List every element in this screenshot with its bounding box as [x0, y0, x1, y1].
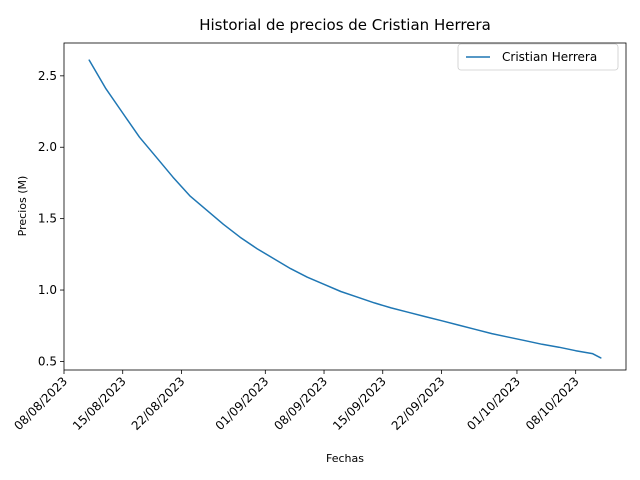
plot-area: [88, 59, 602, 359]
x-tick-label: 01/09/2023: [213, 374, 272, 433]
y-tick-label: 2.0: [38, 140, 57, 154]
x-tick-label: 01/10/2023: [464, 374, 523, 433]
x-axis-label: Fechas: [326, 452, 364, 465]
x-tick-label: 15/09/2023: [330, 374, 389, 433]
chart-title: Historial de precios de Cristian Herrera: [199, 16, 491, 34]
x-tick-label: 08/09/2023: [271, 374, 330, 433]
y-tick-label: 1.5: [38, 212, 57, 226]
y-tick-label: 2.5: [38, 69, 57, 83]
x-tick-label: 22/09/2023: [389, 374, 448, 433]
y-tick-label: 0.5: [38, 354, 57, 368]
legend-entry-label: Cristian Herrera: [502, 50, 597, 64]
y-axis: 0.5 1.0 1.5 2.0 2.5: [38, 69, 64, 368]
x-tick-label: 22/08/2023: [129, 374, 188, 433]
y-axis-label: Precios (M): [16, 176, 29, 237]
axes-frame: [63, 42, 627, 371]
series-line-cristian-herrera: [88, 59, 602, 359]
legend-box: [457, 43, 619, 71]
y-tick-label: 1.0: [38, 283, 57, 297]
legend: Cristian Herrera: [457, 43, 619, 71]
x-tick-label: 08/08/2023: [11, 374, 70, 433]
x-tick-label: 08/10/2023: [523, 374, 582, 433]
x-axis: 08/08/2023 15/08/2023 22/08/2023 01/09/2023…: [11, 370, 582, 433]
x-tick-label: 15/08/2023: [70, 374, 129, 433]
